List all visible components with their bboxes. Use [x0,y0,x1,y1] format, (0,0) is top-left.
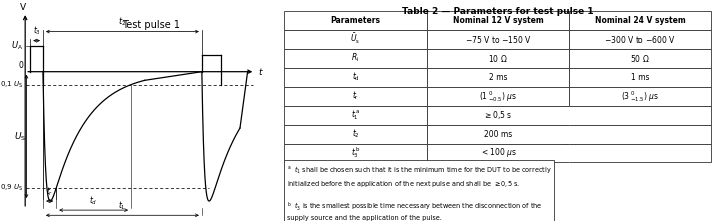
Text: $t_2$: $t_2$ [118,16,127,28]
Text: $U_{\mathsf{A}}$: $U_{\mathsf{A}}$ [11,40,23,52]
Text: 0: 0 [19,61,23,70]
Text: $t_1$: $t_1$ [119,200,127,212]
Text: $t_r$: $t_r$ [46,185,54,198]
Text: $t$: $t$ [258,66,264,77]
Text: V: V [20,3,26,12]
Text: $t_3$: $t_3$ [33,25,41,37]
Text: Table 2 — Parameters for test pulse 1: Table 2 — Parameters for test pulse 1 [402,7,593,15]
Text: $0{,}9\ U_{\mathsf{S}}$: $0{,}9\ U_{\mathsf{S}}$ [0,183,23,193]
Text: $^\mathsf{a}$  $t_1$ shall be chosen such that it is the minimum time for the DU: $^\mathsf{a}$ $t_1$ shall be chosen such… [287,165,551,221]
Text: $0{,}1\ U_{\mathsf{S}}$: $0{,}1\ U_{\mathsf{S}}$ [0,80,23,90]
Text: Test pulse 1: Test pulse 1 [122,20,180,30]
Text: $t_d$: $t_d$ [89,194,98,207]
Text: $U_{\mathsf{S}}$: $U_{\mathsf{S}}$ [14,130,26,143]
